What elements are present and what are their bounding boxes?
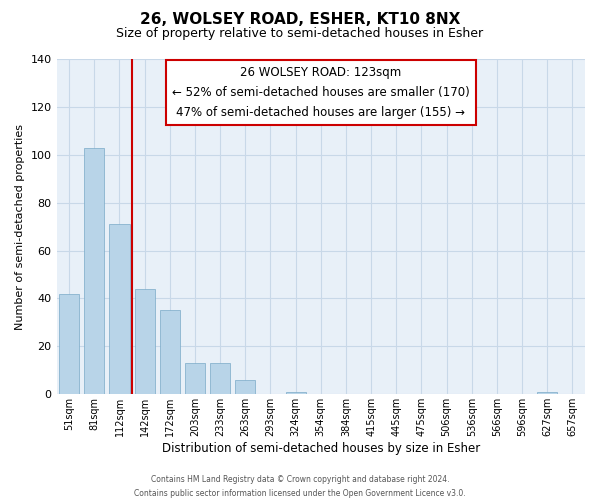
- Bar: [160, 310, 180, 394]
- Bar: [109, 224, 130, 394]
- Y-axis label: Number of semi-detached properties: Number of semi-detached properties: [15, 124, 25, 330]
- X-axis label: Distribution of semi-detached houses by size in Esher: Distribution of semi-detached houses by …: [161, 442, 480, 455]
- Bar: [59, 294, 79, 394]
- Bar: [134, 289, 155, 395]
- Bar: [185, 363, 205, 394]
- Text: 26 WOLSEY ROAD: 123sqm
← 52% of semi-detached houses are smaller (170)
47% of se: 26 WOLSEY ROAD: 123sqm ← 52% of semi-det…: [172, 66, 470, 118]
- Bar: [286, 392, 305, 394]
- Text: Contains HM Land Registry data © Crown copyright and database right 2024.
Contai: Contains HM Land Registry data © Crown c…: [134, 476, 466, 498]
- Bar: [210, 363, 230, 394]
- Bar: [537, 392, 557, 394]
- Text: Size of property relative to semi-detached houses in Esher: Size of property relative to semi-detach…: [116, 28, 484, 40]
- Bar: [235, 380, 256, 394]
- Text: 26, WOLSEY ROAD, ESHER, KT10 8NX: 26, WOLSEY ROAD, ESHER, KT10 8NX: [140, 12, 460, 28]
- Bar: [84, 148, 104, 394]
